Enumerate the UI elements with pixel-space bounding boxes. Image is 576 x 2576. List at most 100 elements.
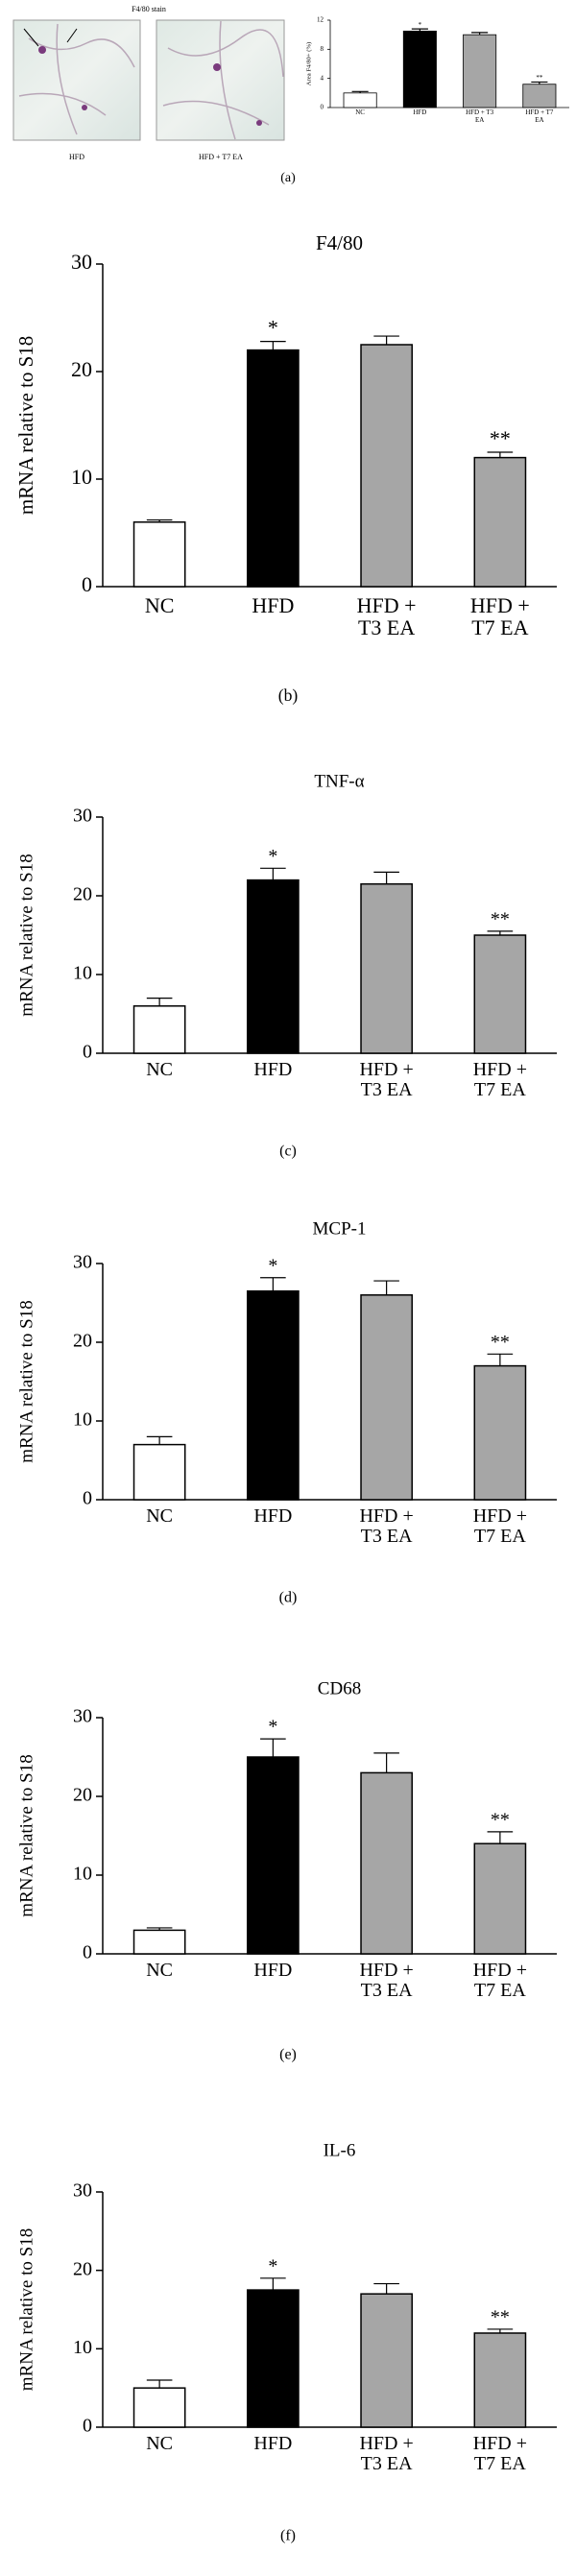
y-tick-label: 0 — [83, 1042, 92, 1063]
error-bar — [260, 867, 286, 880]
stain-title: F4/80 stain — [132, 5, 166, 13]
bar — [522, 84, 557, 108]
error-bar — [487, 1831, 514, 1844]
bar — [132, 521, 186, 588]
x-tick-label-box: NC — [146, 1060, 173, 1080]
y-tick-label: 20 — [71, 357, 92, 381]
x-tick-label-box: NC — [145, 594, 175, 616]
error-bar — [146, 1927, 173, 1931]
bar — [132, 1929, 186, 1955]
error-bar — [373, 1752, 399, 1773]
x-tick-label: NC — [146, 2434, 174, 2454]
y-axis-label: mRNA relative to S18 — [16, 1300, 36, 1462]
x-tick-label: HFD — [253, 1961, 293, 1981]
significance: * — [268, 846, 277, 867]
bar — [247, 879, 300, 1054]
y-tick-label: 10 — [73, 2337, 92, 2358]
error-bar — [487, 1353, 514, 1366]
y-tick-label: 20 — [73, 2258, 92, 2279]
error-bar — [487, 930, 514, 935]
significance: * — [268, 2255, 277, 2276]
x-tick-label: HFD + T3 EA — [359, 1506, 414, 1547]
x-tick-label: NC — [355, 109, 365, 117]
error-bar — [146, 997, 173, 1006]
error-bar — [260, 1738, 286, 1757]
y-tick-label: 10 — [73, 963, 92, 984]
significance: * — [419, 21, 422, 29]
error-bar — [471, 32, 489, 36]
bar — [132, 2387, 186, 2428]
y-tick-label: 20 — [73, 884, 92, 905]
error-bar — [373, 871, 399, 884]
x-tick-label-box: HFD — [253, 1506, 293, 1527]
error-bar — [260, 341, 286, 350]
error-bar — [373, 2282, 399, 2295]
y-axis-label: mRNA relative to S18 — [16, 854, 36, 1016]
x-tick-label: HFD — [252, 593, 295, 617]
error-bar — [146, 518, 173, 522]
x-tick-label-box: HFD + T7 EA — [473, 1506, 527, 1547]
error-bar — [487, 451, 514, 458]
significance: * — [268, 316, 278, 340]
bar — [473, 1364, 527, 1501]
x-tick-label: NC — [146, 1506, 174, 1527]
x-tick-label-box: HFD + T7 EA — [473, 2434, 527, 2474]
y-tick-label: 30 — [73, 2180, 92, 2202]
x-tick-label: HFD + T7 EA — [469, 593, 530, 639]
error-bar — [487, 2328, 514, 2333]
x-tick-label: HFD + T7 EA — [525, 109, 554, 124]
x-tick-label-box: NC — [146, 2434, 174, 2454]
error-bar — [531, 81, 548, 84]
significance: ** — [491, 2307, 510, 2328]
y-tick-label: 10 — [73, 1409, 92, 1431]
micrograph — [156, 19, 285, 141]
x-tick-label: HFD — [253, 1506, 293, 1527]
y-tick-label: 30 — [73, 806, 92, 827]
error-bar — [146, 2379, 173, 2389]
x-tick-label-box: HFD — [413, 109, 427, 117]
chart-title: CD68 — [318, 1678, 361, 1698]
error-bar — [260, 1277, 286, 1291]
y-tick-label: 0 — [83, 2416, 92, 2437]
x-tick-label-box: HFD + T7 EA — [472, 1961, 528, 2001]
x-tick-label-box: HFD + T3 EA — [466, 109, 493, 123]
significance: ** — [491, 1332, 510, 1353]
y-tick-label: 0 — [82, 572, 92, 596]
y-tick-label: 20 — [73, 1331, 92, 1352]
bar — [132, 1005, 186, 1054]
y-tick-label: 30 — [73, 1252, 92, 1273]
significance: * — [268, 1717, 277, 1738]
x-tick-label-box: HFD — [253, 1060, 293, 1080]
x-tick-label: HFD + T7 EA — [472, 1961, 528, 2001]
x-tick-label-box: HFD + T3 EA — [359, 2434, 413, 2474]
error-bar — [351, 90, 369, 93]
x-tick-label-box: HFD — [253, 1961, 293, 1981]
x-tick-label-box: HFD — [253, 2434, 292, 2454]
bar — [247, 2289, 300, 2428]
error-bar — [373, 335, 399, 345]
x-tick-label: HFD — [413, 109, 427, 117]
panel-label: (e) — [279, 2047, 297, 2063]
y-tick-label: 8 — [321, 45, 324, 53]
bar — [360, 1771, 413, 1955]
x-tick-label-box: HFD + T7 EA — [469, 593, 530, 639]
x-tick-label: HFD + T7 EA — [472, 1060, 528, 1100]
y-tick-label: 0 — [83, 1488, 92, 1509]
chart-title: TNF-α — [314, 771, 364, 791]
bar — [343, 92, 377, 108]
x-tick-label: HFD + T3 EA — [356, 593, 417, 639]
chart-title: F4/80 — [316, 231, 363, 254]
panel-label: (d) — [279, 1590, 298, 1606]
x-tick-label: HFD — [253, 1060, 293, 1080]
bar — [473, 934, 527, 1054]
bar — [360, 1294, 413, 1501]
y-axis-label: Area F4/80+ (%) — [306, 42, 313, 85]
y-axis-label: mRNA relative to S18 — [14, 336, 37, 515]
y-axis-label: mRNA relative to S18 — [16, 1754, 36, 1916]
error-bar — [260, 2277, 286, 2291]
bar — [247, 1756, 300, 1955]
y-tick-label: 30 — [71, 250, 92, 274]
panel-label: (f) — [280, 2528, 296, 2544]
significance: ** — [491, 908, 510, 929]
